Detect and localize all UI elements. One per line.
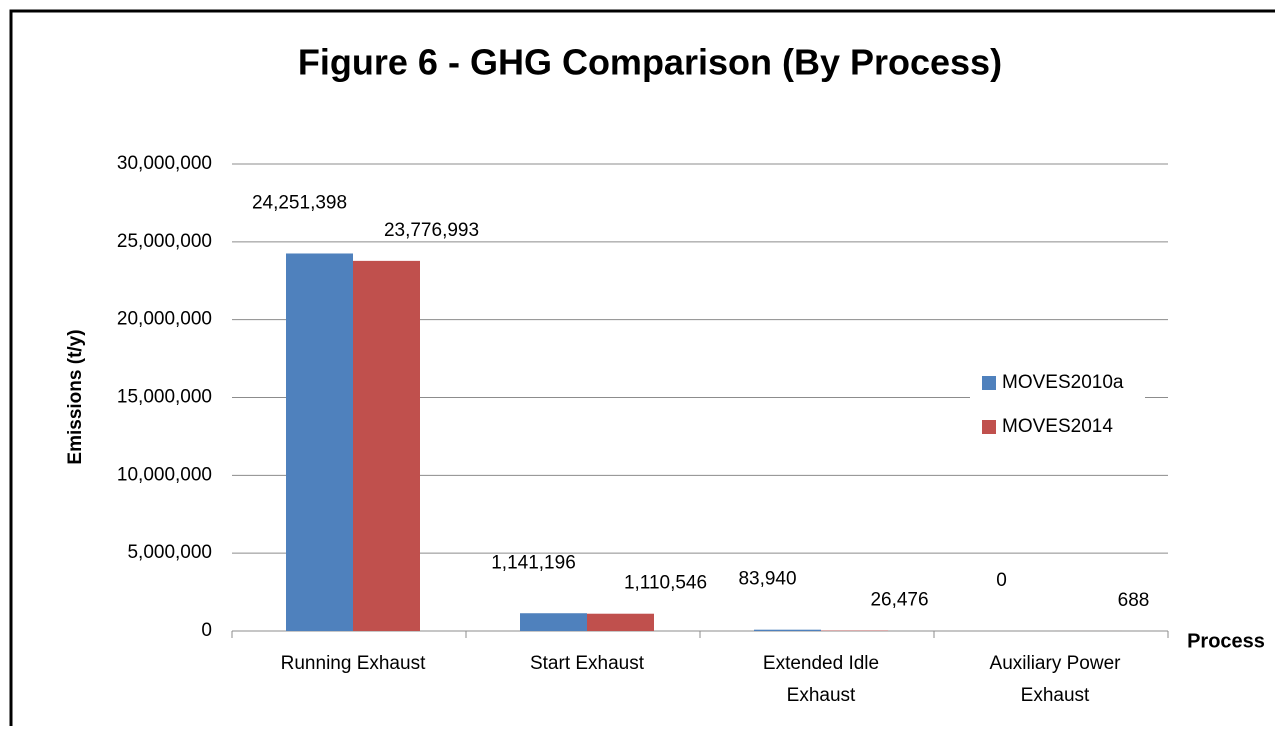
y-tick-label: 10,000,000 [117, 464, 212, 485]
data-label: 24,251,398 [252, 193, 347, 214]
data-label: 688 [1118, 590, 1150, 611]
bar [286, 253, 353, 631]
legend-label: MOVES2014 [1002, 416, 1113, 437]
x-tick-label: Auxiliary Power Exhaust [950, 648, 1160, 712]
x-tick-label-box: Auxiliary Power Exhaust [950, 648, 1160, 718]
legend-label: MOVES2010a [1002, 372, 1124, 393]
bar [353, 261, 420, 631]
x-tick-label: Start Exhaust [482, 648, 692, 680]
x-tick-label-box: Extended Idle Exhaust [716, 648, 926, 718]
bar [754, 630, 821, 631]
x-tick-label-box: Start Exhaust [482, 648, 692, 718]
x-tick-label: Running Exhaust [248, 648, 458, 680]
data-label: 26,476 [870, 590, 928, 611]
bar [587, 614, 654, 631]
data-label: 1,110,546 [624, 573, 707, 594]
legend-swatch [982, 420, 996, 434]
y-axis-title: Emissions (t/y) [65, 329, 86, 464]
data-label: 23,776,993 [384, 220, 479, 241]
data-label: 83,940 [738, 569, 796, 590]
y-tick-label: 20,000,000 [117, 309, 212, 330]
y-tick-label: 15,000,000 [117, 387, 212, 408]
x-tick-label: Extended Idle Exhaust [716, 648, 926, 712]
data-label: 1,141,196 [491, 552, 576, 573]
bar [520, 613, 587, 631]
x-axis-title: Process [1187, 630, 1265, 652]
data-label: 0 [996, 570, 1007, 591]
legend-swatch [982, 376, 996, 390]
chart-title: Figure 6 - GHG Comparison (By Process) [298, 42, 1002, 83]
y-tick-label: 25,000,000 [117, 231, 212, 252]
y-tick-label: 30,000,000 [117, 153, 212, 174]
x-tick-label-box: Running Exhaust [248, 648, 458, 718]
y-tick-label: 5,000,000 [127, 542, 212, 563]
y-tick-label: 0 [201, 620, 212, 641]
